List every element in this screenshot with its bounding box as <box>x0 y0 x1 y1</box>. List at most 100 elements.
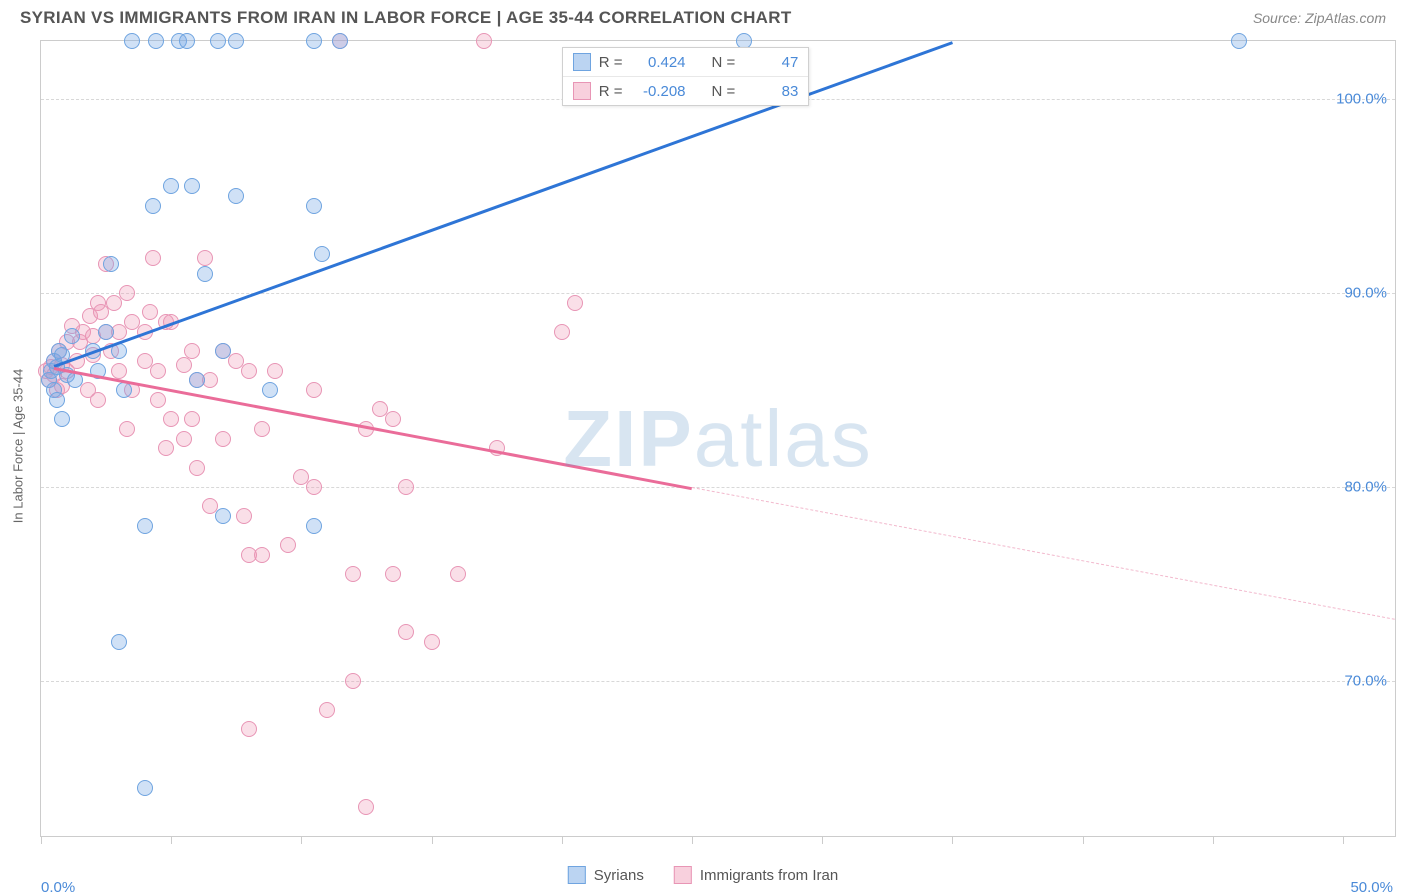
scatter-point-syrians <box>306 33 322 49</box>
scatter-point-syrians <box>67 372 83 388</box>
x-tick-mark <box>822 836 823 844</box>
scatter-point-syrians <box>116 382 132 398</box>
stats-row-iran: R = -0.208 N = 83 <box>563 76 809 105</box>
legend-item-iran: Immigrants from Iran <box>674 866 838 884</box>
r-value: 0.424 <box>631 54 686 71</box>
swatch-pink-icon <box>674 866 692 884</box>
scatter-point-iran <box>184 343 200 359</box>
scatter-point-syrians <box>54 411 70 427</box>
y-tick-label: 80.0% <box>1344 478 1387 495</box>
scatter-point-iran <box>184 411 200 427</box>
scatter-point-syrians <box>145 198 161 214</box>
scatter-point-iran <box>398 624 414 640</box>
chart-plot-area: 70.0%80.0%90.0%100.0%0.0%50.0% ZIPatlas … <box>40 40 1396 837</box>
scatter-point-syrians <box>103 256 119 272</box>
x-tick-mark <box>1083 836 1084 844</box>
correlation-stats-box: R = 0.424 N = 47 R = -0.208 N = 83 <box>562 47 810 106</box>
x-tick-mark <box>432 836 433 844</box>
scatter-point-syrians <box>210 33 226 49</box>
scatter-point-iran <box>319 702 335 718</box>
grid-line <box>41 293 1395 294</box>
swatch-blue-icon <box>573 53 591 71</box>
scatter-point-iran <box>306 382 322 398</box>
scatter-point-syrians <box>137 518 153 534</box>
y-tick-label: 100.0% <box>1336 91 1387 108</box>
scatter-point-iran <box>176 431 192 447</box>
source-attribution: Source: ZipAtlas.com <box>1253 10 1386 26</box>
scatter-point-iran <box>306 479 322 495</box>
scatter-point-syrians <box>314 246 330 262</box>
bottom-legend: Syrians Immigrants from Iran <box>568 866 838 884</box>
scatter-point-iran <box>398 479 414 495</box>
scatter-point-syrians <box>163 178 179 194</box>
scatter-point-iran <box>150 363 166 379</box>
scatter-point-syrians <box>64 328 80 344</box>
scatter-point-iran <box>345 673 361 689</box>
chart-title: SYRIAN VS IMMIGRANTS FROM IRAN IN LABOR … <box>20 8 792 28</box>
scatter-point-iran <box>254 547 270 563</box>
scatter-point-syrians <box>215 508 231 524</box>
scatter-point-syrians <box>1231 33 1247 49</box>
scatter-point-syrians <box>332 33 348 49</box>
trend-line-iran <box>54 367 692 490</box>
scatter-point-iran <box>145 250 161 266</box>
scatter-point-syrians <box>189 372 205 388</box>
n-label: N = <box>712 83 736 100</box>
scatter-point-syrians <box>306 198 322 214</box>
x-tick-mark <box>1343 836 1344 844</box>
scatter-point-iran <box>567 295 583 311</box>
scatter-point-syrians <box>148 33 164 49</box>
scatter-point-iran <box>450 566 466 582</box>
trend-line-iran-extrapolated <box>692 487 1395 620</box>
scatter-point-iran <box>385 411 401 427</box>
x-tick-mark <box>1213 836 1214 844</box>
scatter-point-iran <box>111 363 127 379</box>
scatter-point-iran <box>197 250 213 266</box>
scatter-point-iran <box>554 324 570 340</box>
scatter-point-iran <box>241 721 257 737</box>
scatter-point-iran <box>90 392 106 408</box>
scatter-point-iran <box>163 411 179 427</box>
scatter-point-syrians <box>184 178 200 194</box>
swatch-blue-icon <box>568 866 586 884</box>
legend-label: Immigrants from Iran <box>700 867 838 884</box>
r-value: -0.208 <box>631 83 686 100</box>
trend-line-syrians <box>54 41 953 367</box>
scatter-point-syrians <box>98 324 114 340</box>
grid-line <box>41 681 1395 682</box>
x-tick-mark <box>41 836 42 844</box>
scatter-point-syrians <box>137 780 153 796</box>
scatter-point-syrians <box>228 188 244 204</box>
scatter-point-iran <box>241 363 257 379</box>
swatch-pink-icon <box>573 82 591 100</box>
scatter-point-iran <box>424 634 440 650</box>
scatter-point-iran <box>119 285 135 301</box>
scatter-point-syrians <box>228 33 244 49</box>
y-axis-label: In Labor Force | Age 35-44 <box>11 369 26 523</box>
x-tick-label: 50.0% <box>1350 879 1393 896</box>
n-value: 83 <box>743 83 798 100</box>
scatter-point-iran <box>358 799 374 815</box>
scatter-point-iran <box>119 421 135 437</box>
scatter-point-syrians <box>179 33 195 49</box>
r-label: R = <box>599 54 623 71</box>
n-label: N = <box>712 54 736 71</box>
scatter-point-iran <box>476 33 492 49</box>
scatter-point-iran <box>189 460 205 476</box>
n-value: 47 <box>743 54 798 71</box>
scatter-point-syrians <box>306 518 322 534</box>
legend-label: Syrians <box>594 867 644 884</box>
scatter-point-iran <box>158 440 174 456</box>
scatter-point-iran <box>385 566 401 582</box>
scatter-point-iran <box>267 363 283 379</box>
scatter-point-iran <box>254 421 270 437</box>
x-tick-mark <box>562 836 563 844</box>
scatter-point-iran <box>236 508 252 524</box>
x-tick-mark <box>301 836 302 844</box>
scatter-point-syrians <box>49 392 65 408</box>
scatter-point-iran <box>150 392 166 408</box>
scatter-point-syrians <box>262 382 278 398</box>
scatter-point-iran <box>142 304 158 320</box>
scatter-point-iran <box>176 357 192 373</box>
y-tick-label: 70.0% <box>1344 672 1387 689</box>
